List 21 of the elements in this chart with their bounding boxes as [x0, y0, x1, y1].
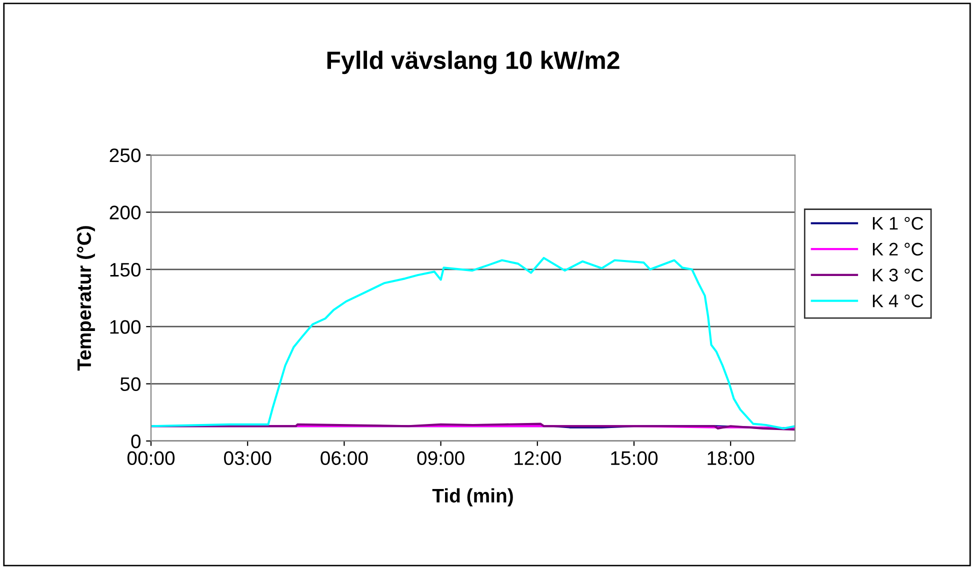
x-tick-label: 15:00 — [611, 451, 658, 466]
legend-label: K 3 °C — [872, 268, 924, 282]
x-tick-label: 03:00 — [224, 451, 272, 466]
y-tick-label: 200 — [110, 206, 141, 220]
x-tick-label: 00:00 — [127, 451, 175, 466]
legend-label: K 4 °C — [872, 294, 924, 308]
x-tick-label: 18:00 — [708, 451, 754, 466]
y-tick-label: 50 — [120, 377, 141, 392]
y-tick-label: 100 — [110, 320, 141, 334]
y-tick-label: 150 — [110, 262, 141, 277]
y-axis-title: Temperatur (°C) — [76, 226, 95, 371]
legend-label: K 2 °C — [872, 242, 924, 256]
legend-label: K 1 °C — [872, 216, 924, 230]
line-series — [151, 256, 795, 430]
x-tick-label: 06:00 — [320, 451, 368, 466]
x-axis-title: Tid (min) — [432, 488, 513, 506]
y-tick-label: 0 — [131, 434, 141, 448]
chart-title: Fylld vävslang 10 kW/m2 — [327, 50, 620, 74]
x-tick-label: 09:00 — [417, 451, 464, 466]
x-tick-label: 12:00 — [514, 451, 561, 466]
y-tick-label: 250 — [110, 148, 141, 162]
